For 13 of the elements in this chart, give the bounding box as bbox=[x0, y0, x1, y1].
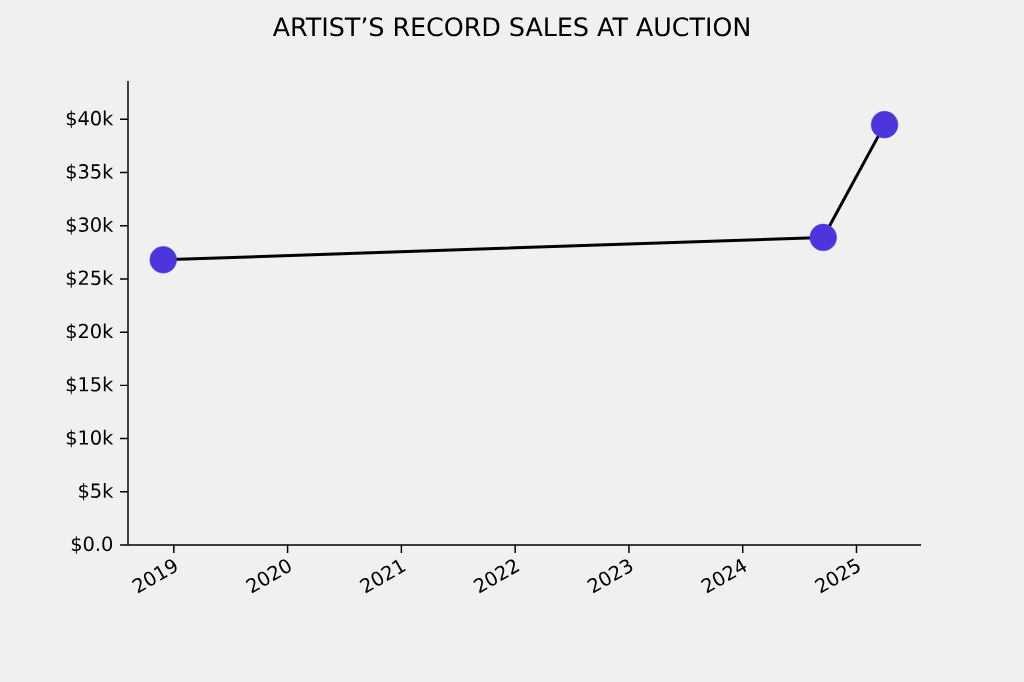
y-tick-label: $15k bbox=[66, 376, 114, 395]
y-tick-label: $35k bbox=[66, 163, 114, 182]
y-tick-label: $5k bbox=[79, 483, 114, 501]
y-tick-label: $40k bbox=[66, 110, 114, 129]
y-tick-label: $20k bbox=[66, 323, 114, 341]
y-tick-label: $0.0 bbox=[71, 536, 113, 554]
y-tick-label: $25k bbox=[66, 270, 114, 288]
point bbox=[809, 223, 837, 252]
point bbox=[149, 246, 177, 274]
point bbox=[870, 111, 899, 139]
y-tick-label: $10k bbox=[66, 429, 114, 448]
chart-title: ARTIST’S RECORD SALES AT AUCTION bbox=[272, 17, 749, 37]
y-tick-label: $30k bbox=[66, 216, 114, 235]
